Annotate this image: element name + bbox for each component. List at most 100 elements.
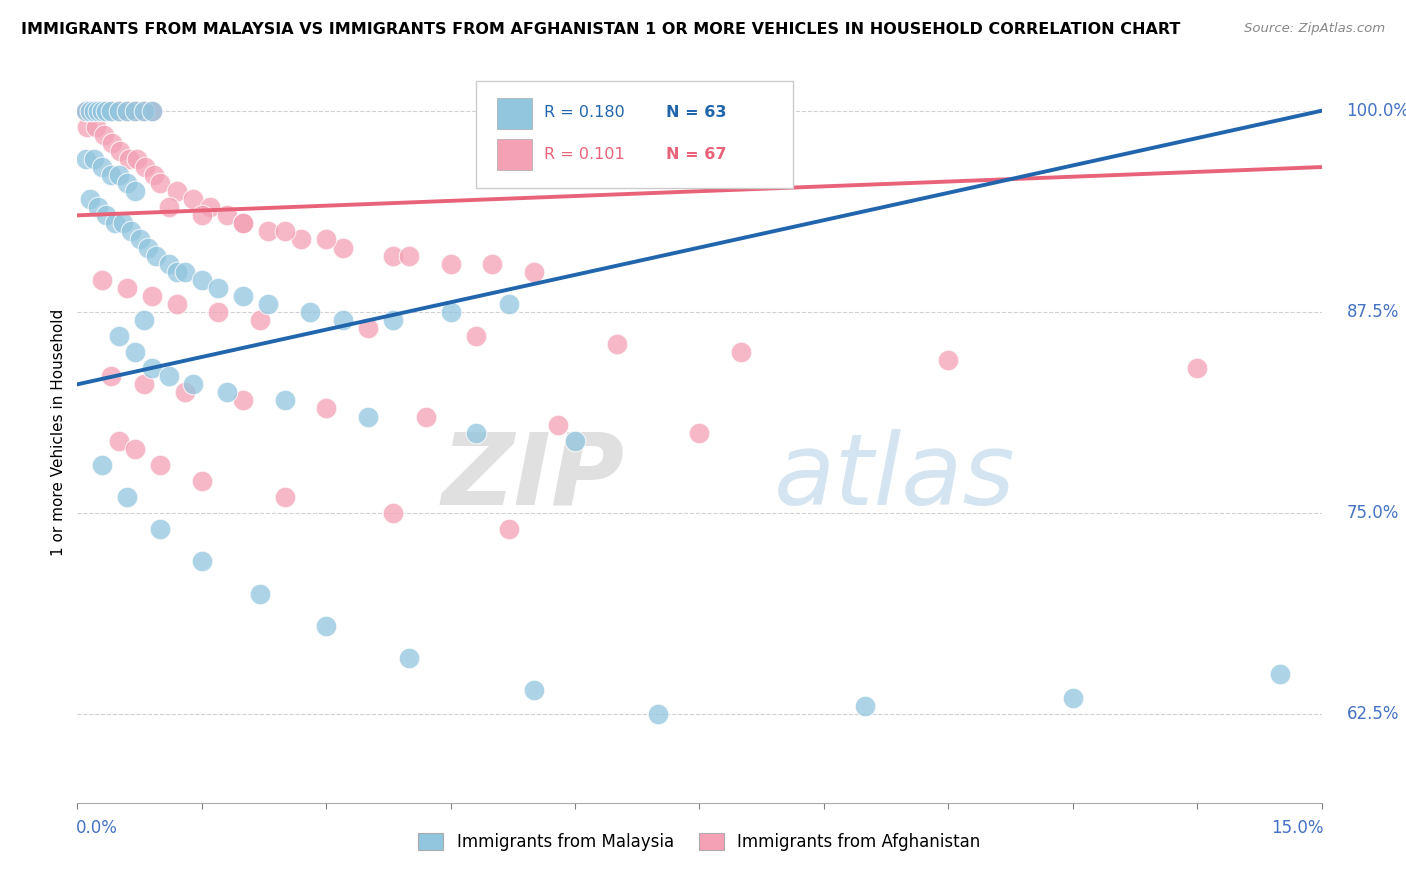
Text: 87.5%: 87.5% [1347, 303, 1399, 321]
Point [605, 337, 627, 351]
Point [107, 103, 129, 118]
Point [273, 224, 295, 238]
Text: N = 63: N = 63 [666, 105, 727, 120]
Point [174, 265, 197, 279]
Point [79, 103, 101, 118]
Point [398, 651, 420, 665]
Legend: Immigrants from Malaysia, Immigrants from Afghanistan: Immigrants from Malaysia, Immigrants fro… [412, 826, 987, 857]
Point [290, 232, 312, 246]
Text: 75.0%: 75.0% [1347, 504, 1399, 522]
Point [134, 160, 156, 174]
Point [855, 699, 877, 714]
Point [174, 385, 197, 400]
Text: ZIP: ZIP [441, 428, 624, 525]
Point [215, 385, 238, 400]
Point [257, 224, 280, 238]
Point [357, 321, 380, 335]
Point [157, 257, 180, 271]
Point [125, 152, 148, 166]
Bar [496, 98, 531, 129]
Point [128, 232, 150, 246]
Point [91, 103, 114, 118]
Bar [496, 138, 531, 169]
Point [1062, 691, 1084, 706]
Point [936, 353, 959, 368]
Point [647, 707, 669, 722]
Point [381, 506, 404, 520]
Point [110, 144, 132, 158]
Point [157, 200, 180, 214]
Point [1185, 361, 1208, 376]
Point [76, 120, 98, 134]
Point [183, 192, 205, 206]
Point [381, 313, 404, 327]
Point [357, 409, 380, 424]
Point [93, 128, 115, 142]
Point [75, 103, 97, 118]
Point [232, 216, 254, 230]
Point [132, 103, 155, 118]
Point [689, 425, 711, 440]
Text: N = 67: N = 67 [666, 147, 727, 161]
Point [439, 257, 461, 271]
Point [257, 297, 280, 311]
Point [190, 273, 214, 287]
Point [83, 103, 105, 118]
Point [166, 297, 188, 311]
Point [75, 152, 97, 166]
Text: IMMIGRANTS FROM MALAYSIA VS IMMIGRANTS FROM AFGHANISTAN 1 OR MORE VEHICLES IN HO: IMMIGRANTS FROM MALAYSIA VS IMMIGRANTS F… [21, 22, 1181, 37]
Point [124, 345, 146, 359]
Point [79, 103, 101, 118]
Point [91, 160, 114, 174]
Point [398, 249, 420, 263]
Point [115, 281, 138, 295]
Point [124, 103, 146, 118]
Point [232, 393, 254, 408]
Point [730, 345, 752, 359]
Point [87, 200, 110, 214]
Point [91, 458, 114, 472]
Point [273, 393, 295, 408]
Point [101, 136, 124, 150]
Point [215, 208, 238, 222]
Point [107, 434, 129, 448]
Point [100, 168, 122, 182]
Point [498, 522, 520, 536]
Point [249, 586, 271, 600]
Point [83, 152, 105, 166]
Point [87, 103, 110, 118]
Point [464, 425, 486, 440]
Point [84, 120, 107, 134]
Point [142, 168, 165, 182]
Text: R = 0.101: R = 0.101 [544, 147, 624, 161]
Point [96, 103, 118, 118]
Point [100, 103, 122, 118]
Point [132, 103, 155, 118]
Point [115, 176, 138, 190]
Point [115, 103, 138, 118]
Point [464, 329, 486, 343]
Point [523, 265, 546, 279]
Text: R = 0.180: R = 0.180 [544, 105, 624, 120]
Point [107, 168, 129, 182]
Point [136, 240, 159, 254]
Point [149, 176, 172, 190]
Point [141, 103, 163, 118]
Point [190, 208, 214, 222]
Point [132, 313, 155, 327]
Point [523, 683, 546, 698]
Point [75, 103, 97, 118]
Point [166, 265, 188, 279]
Point [198, 200, 221, 214]
FancyBboxPatch shape [475, 81, 793, 188]
Point [207, 305, 229, 319]
Point [498, 297, 520, 311]
Point [100, 369, 122, 384]
Point [149, 458, 172, 472]
Point [115, 103, 138, 118]
Point [298, 305, 321, 319]
Point [157, 369, 180, 384]
Point [96, 208, 118, 222]
Text: 0.0%: 0.0% [76, 819, 118, 837]
Point [132, 377, 155, 392]
